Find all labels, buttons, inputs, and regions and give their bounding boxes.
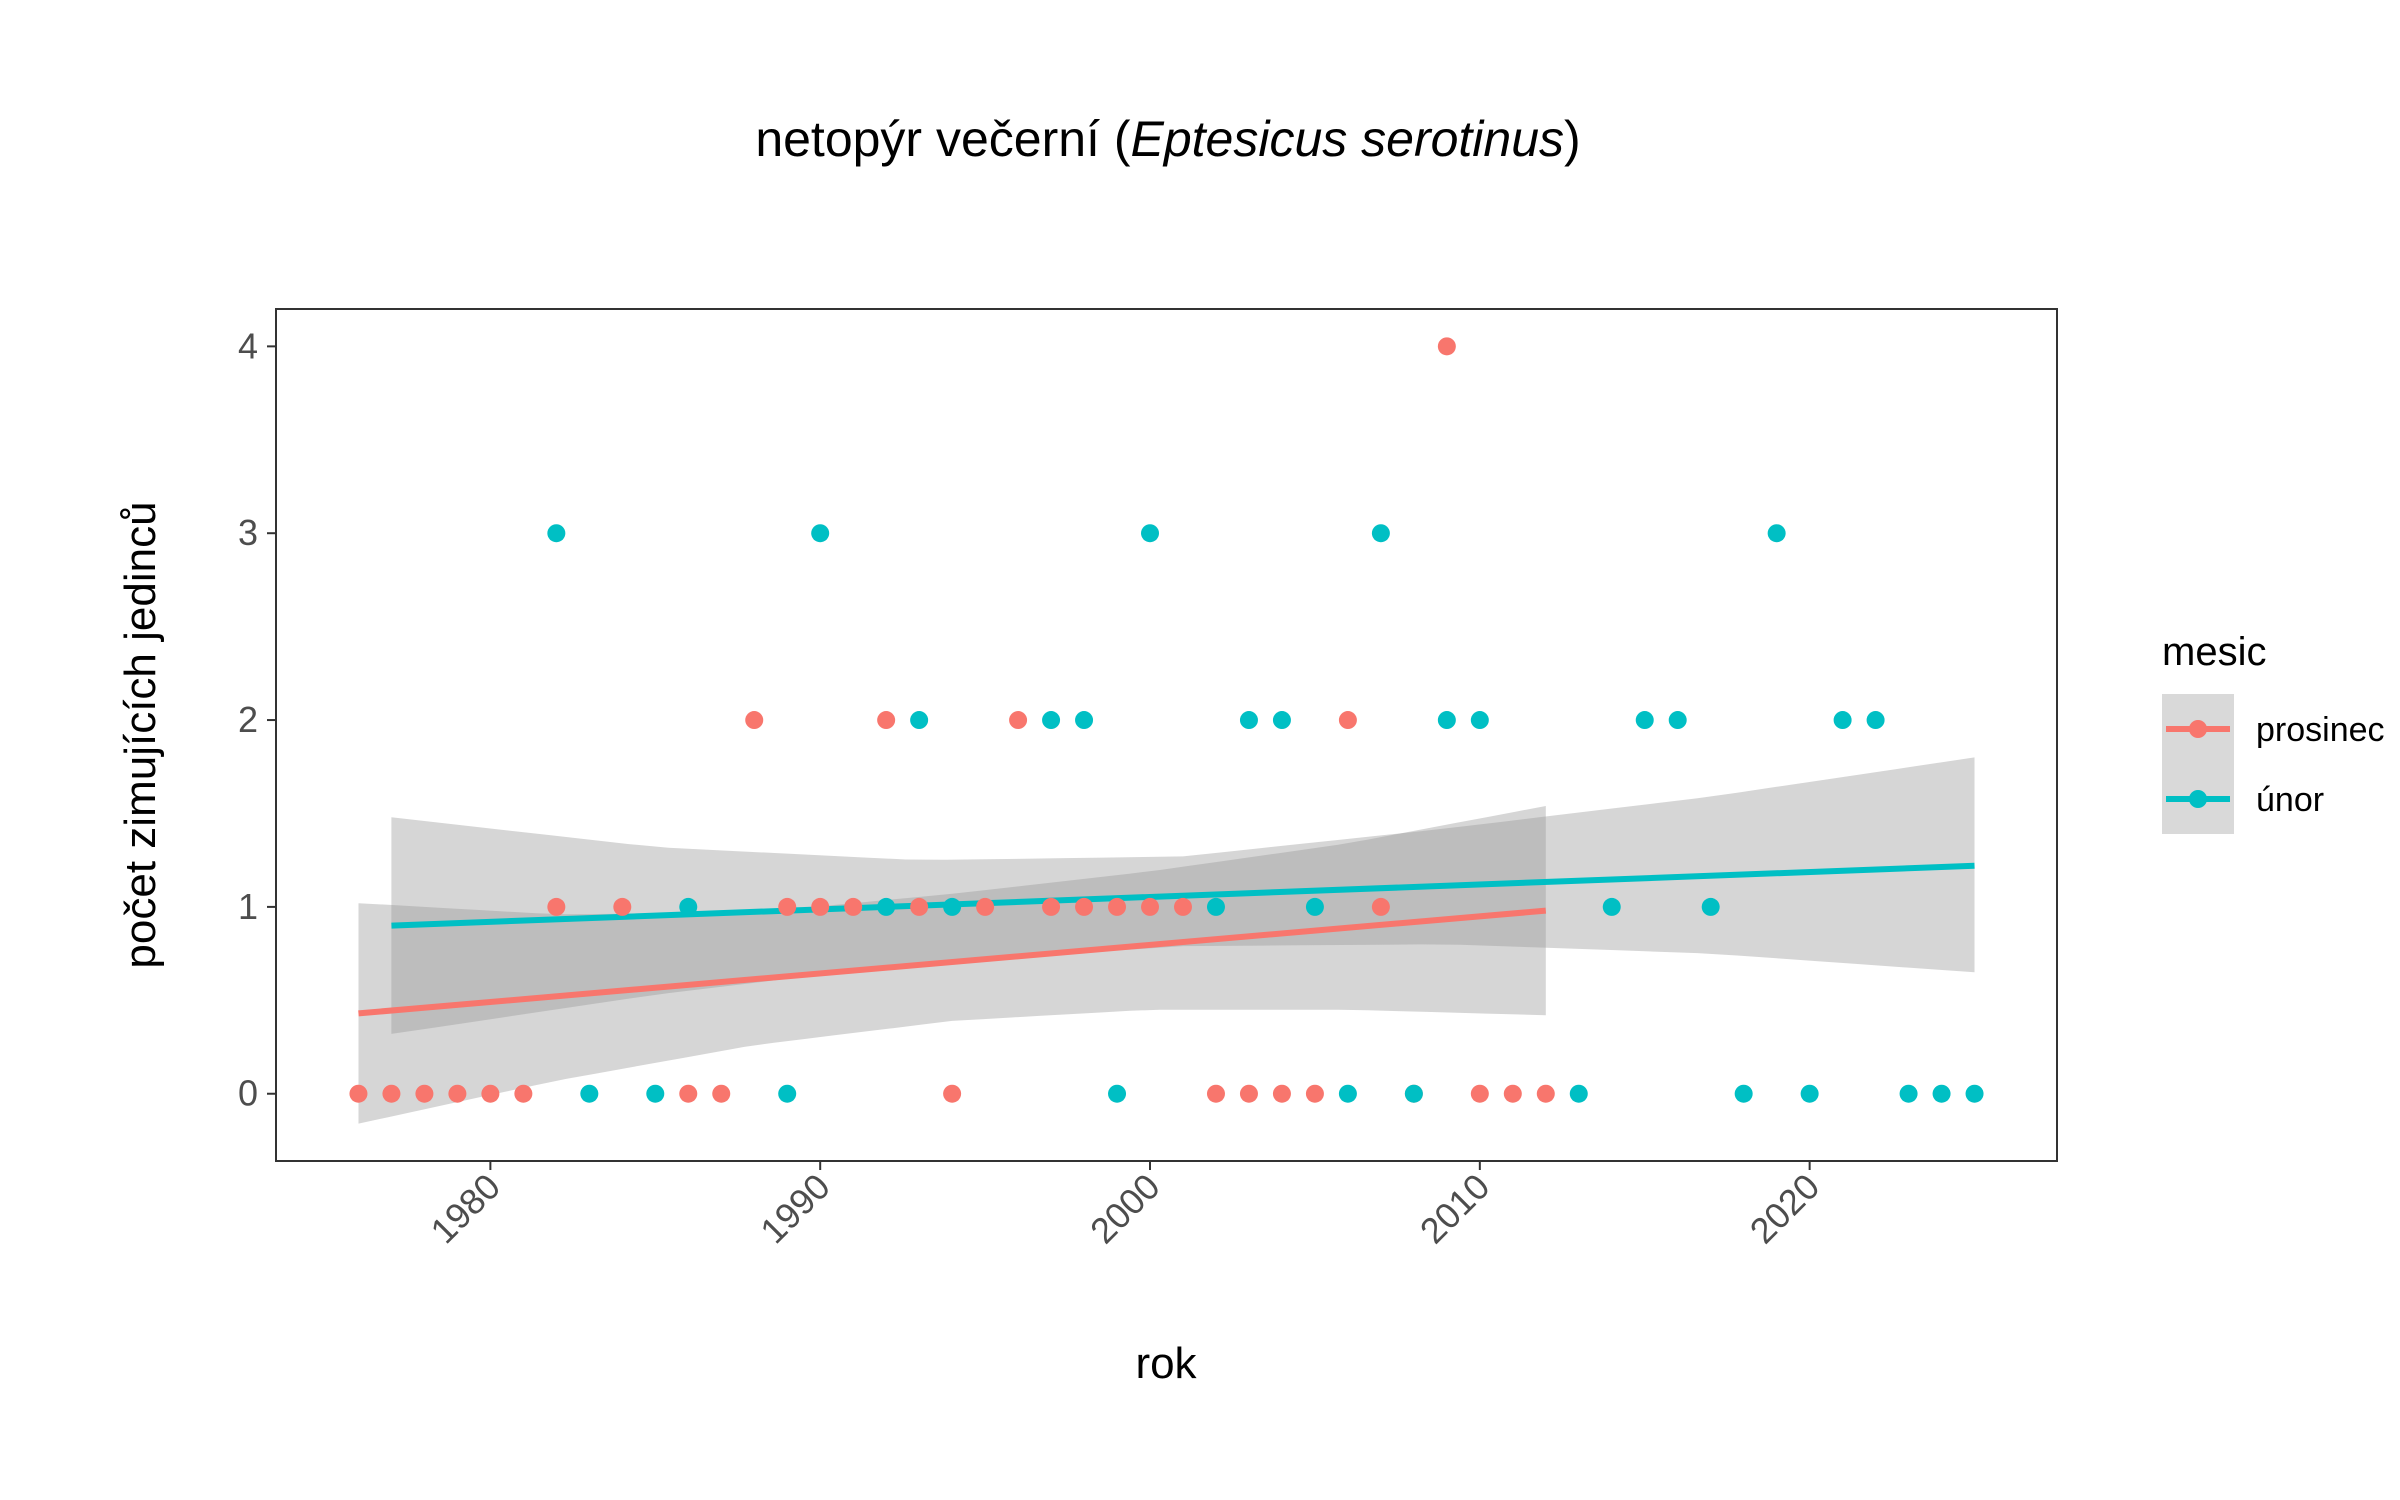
data-point-prosinec [448,1084,467,1103]
legend: mesic prosinec únor [2162,630,2385,834]
data-point-prosinec [1470,1084,1489,1103]
data-point-prosinec [1272,1084,1291,1103]
data-point-prosinec [1009,711,1028,730]
data-point-prosinec [1305,1084,1324,1103]
data-point-unor [1602,897,1621,916]
chart-title: netopýr večerní (Eptesicus serotinus) [755,111,1580,167]
legend-key-point-prosinec [2189,720,2207,738]
chart-title-suffix: ) [1564,111,1581,167]
data-point-prosinec [415,1084,434,1103]
data-point-prosinec [1042,897,1061,916]
data-point-unor [1932,1084,1951,1103]
y-tick-label: 2 [238,699,258,740]
data-point-unor [1668,711,1687,730]
data-point-unor [1075,711,1094,730]
data-point-unor [943,897,962,916]
data-point-unor [1767,524,1786,543]
x-tick-label: 2000 [1082,1166,1168,1252]
data-point-unor [1965,1084,1984,1103]
data-point-unor [1701,897,1720,916]
data-point-prosinec [811,897,830,916]
legend-title: mesic [2162,630,2266,674]
data-point-prosinec [481,1084,500,1103]
data-point-prosinec [1075,897,1094,916]
data-point-prosinec [778,897,797,916]
data-point-unor [1404,1084,1423,1103]
y-tick-label: 1 [238,886,258,927]
x-tick-label: 2020 [1742,1166,1828,1252]
trend-lines [358,862,1975,1017]
data-point-unor [1635,711,1654,730]
data-point-prosinec [1206,1084,1225,1103]
data-point-unor [679,897,698,916]
data-point-unor [646,1084,665,1103]
x-tick-label: 1980 [422,1166,508,1252]
data-point-prosinec [910,897,929,916]
data-point-prosinec [382,1084,401,1103]
data-point-prosinec [514,1084,533,1103]
data-point-unor [778,1084,797,1103]
data-point-prosinec [943,1084,962,1103]
trend-line-unor [391,862,1975,929]
data-points [349,337,1984,1103]
data-point-unor [877,897,896,916]
data-point-unor [1338,1084,1357,1103]
legend-key-point-unor [2189,790,2207,808]
y-tick-label: 3 [238,512,258,553]
data-point-unor [1141,524,1160,543]
x-axis-title: rok [1135,1339,1197,1388]
data-point-unor [1899,1084,1918,1103]
data-point-unor [1371,524,1390,543]
chart-title-prefix: netopýr večerní ( [755,111,1131,167]
y-axis: 0 1 2 3 4 [238,325,276,1114]
data-point-prosinec [1536,1084,1555,1103]
data-point-unor [811,524,830,543]
data-point-prosinec [1108,897,1127,916]
data-point-prosinec [877,711,896,730]
data-point-unor [1437,711,1456,730]
data-point-prosinec [1371,897,1390,916]
data-point-unor [1833,711,1852,730]
data-point-unor [1206,897,1225,916]
data-point-prosinec [613,897,632,916]
data-point-unor [1800,1084,1819,1103]
data-point-unor [1305,897,1324,916]
data-point-prosinec [844,897,863,916]
chart-title-italic: Eptesicus serotinus [1130,111,1564,167]
data-point-unor [547,524,566,543]
data-point-unor [1108,1084,1127,1103]
data-point-prosinec [547,897,566,916]
legend-label-unor: únor [2256,781,2324,819]
data-point-prosinec [349,1084,368,1103]
data-point-prosinec [745,711,764,730]
data-point-prosinec [976,897,995,916]
y-tick-label: 4 [238,325,258,366]
data-point-unor [1239,711,1258,730]
data-point-unor [910,711,929,730]
x-tick-label: 1990 [752,1166,838,1252]
y-axis-title: počet zimujících jedinců [116,501,165,968]
data-point-prosinec [1141,897,1160,916]
data-point-unor [1470,711,1489,730]
data-point-prosinec [679,1084,698,1103]
data-point-prosinec [1173,897,1192,916]
data-point-unor [1734,1084,1753,1103]
data-point-unor [1042,711,1061,730]
data-point-unor [1866,711,1885,730]
data-point-prosinec [712,1084,731,1103]
data-point-prosinec [1338,711,1357,730]
data-point-prosinec [1437,337,1456,356]
x-tick-label: 2010 [1412,1166,1498,1252]
plot-panel-border [275,308,2058,1162]
trend-line-prosinec [358,907,1547,1017]
data-point-unor [1272,711,1291,730]
data-point-prosinec [1239,1084,1258,1103]
y-tick-label: 0 [238,1073,258,1114]
data-point-prosinec [1503,1084,1522,1103]
x-axis: 1980 1990 2000 2010 2020 [422,1161,1827,1251]
data-point-unor [1569,1084,1588,1103]
data-point-unor [580,1084,599,1103]
legend-label-prosinec: prosinec [2256,711,2385,749]
